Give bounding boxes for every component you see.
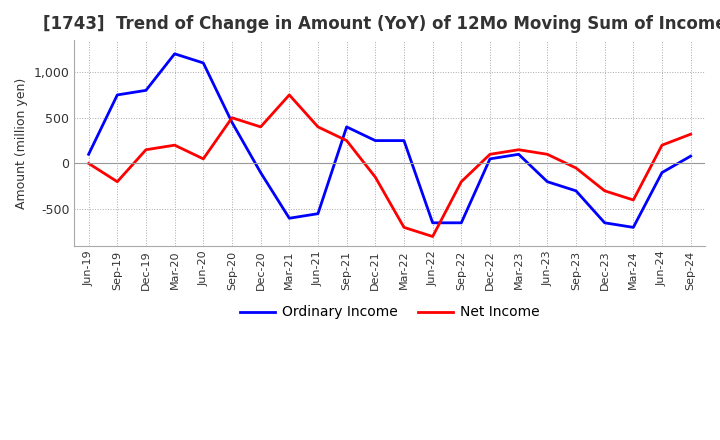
Ordinary Income xyxy=(543,179,552,184)
Net Income xyxy=(400,225,408,230)
Line: Net Income: Net Income xyxy=(89,95,690,237)
Ordinary Income xyxy=(457,220,466,225)
Net Income xyxy=(629,197,638,202)
Ordinary Income xyxy=(629,225,638,230)
Ordinary Income xyxy=(314,211,323,216)
Net Income xyxy=(228,115,236,121)
Ordinary Income xyxy=(600,220,609,225)
Net Income xyxy=(342,138,351,143)
Ordinary Income xyxy=(657,170,666,175)
Net Income xyxy=(457,179,466,184)
Ordinary Income xyxy=(428,220,437,225)
Ordinary Income xyxy=(400,138,408,143)
Y-axis label: Amount (million yen): Amount (million yen) xyxy=(15,77,28,209)
Ordinary Income xyxy=(572,188,580,194)
Net Income xyxy=(84,161,93,166)
Ordinary Income xyxy=(514,152,523,157)
Net Income xyxy=(199,156,207,161)
Net Income xyxy=(486,152,495,157)
Net Income xyxy=(657,143,666,148)
Net Income xyxy=(142,147,150,152)
Net Income xyxy=(256,124,265,129)
Ordinary Income xyxy=(142,88,150,93)
Net Income xyxy=(600,188,609,194)
Ordinary Income xyxy=(228,120,236,125)
Net Income xyxy=(572,165,580,171)
Net Income xyxy=(543,152,552,157)
Ordinary Income xyxy=(486,156,495,161)
Net Income xyxy=(686,132,695,137)
Ordinary Income xyxy=(686,154,695,159)
Ordinary Income xyxy=(285,216,294,221)
Net Income xyxy=(314,124,323,129)
Ordinary Income xyxy=(84,152,93,157)
Legend: Ordinary Income, Net Income: Ordinary Income, Net Income xyxy=(234,300,545,325)
Net Income xyxy=(428,234,437,239)
Line: Ordinary Income: Ordinary Income xyxy=(89,54,690,227)
Ordinary Income xyxy=(113,92,122,98)
Net Income xyxy=(285,92,294,98)
Net Income xyxy=(113,179,122,184)
Net Income xyxy=(171,143,179,148)
Title: [1743]  Trend of Change in Amount (YoY) of 12Mo Moving Sum of Incomes: [1743] Trend of Change in Amount (YoY) o… xyxy=(43,15,720,33)
Net Income xyxy=(371,175,379,180)
Ordinary Income xyxy=(171,51,179,56)
Ordinary Income xyxy=(199,60,207,66)
Ordinary Income xyxy=(371,138,379,143)
Ordinary Income xyxy=(256,170,265,175)
Ordinary Income xyxy=(342,124,351,129)
Net Income xyxy=(514,147,523,152)
